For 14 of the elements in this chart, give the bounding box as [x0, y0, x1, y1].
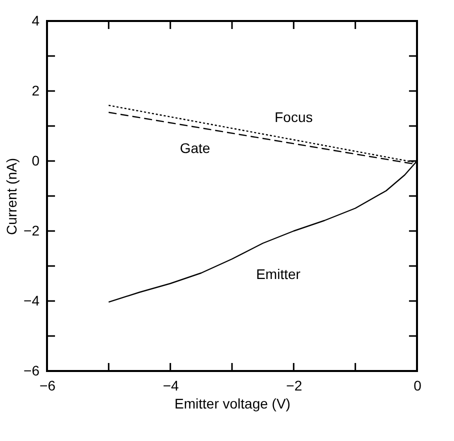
x-tick-label: −2 [286, 378, 302, 394]
x-tick-label: −4 [162, 378, 180, 394]
x-axis-title: Emitter voltage (V) [174, 396, 290, 412]
series-label: Emitter [256, 266, 301, 282]
y-axis-title: Current (nA) [4, 158, 20, 236]
y-tick-label: −6 [24, 362, 40, 378]
x-tick-label: 0 [414, 378, 422, 394]
y-tick-label: 4 [32, 12, 40, 28]
series-label: Focus [274, 108, 313, 125]
y-tick-label: 2 [32, 82, 40, 98]
y-tick-label: −4 [24, 292, 40, 308]
y-tick-label: 0 [32, 152, 40, 168]
series-label: Gate [180, 140, 210, 156]
y-tick-label: −2 [24, 222, 40, 238]
